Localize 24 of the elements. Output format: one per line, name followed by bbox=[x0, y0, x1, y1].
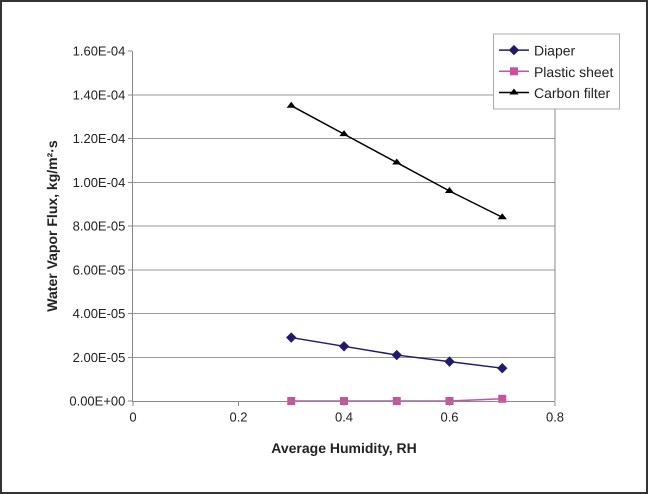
y-tick-label: 1.60E-04 bbox=[72, 44, 126, 59]
x-axis-title: Average Humidity, RH bbox=[271, 440, 417, 456]
x-tick-label: 0.2 bbox=[229, 410, 248, 425]
legend-label: Diaper bbox=[534, 42, 576, 59]
legend-label: Carbon filter bbox=[534, 84, 611, 101]
y-tick-label: 6.00E-05 bbox=[72, 262, 126, 278]
x-tick-label: 0.6 bbox=[440, 410, 459, 425]
point bbox=[286, 332, 296, 343]
x-tick-label: 0.8 bbox=[546, 410, 564, 425]
x-tick-label: 0 bbox=[129, 410, 137, 425]
y-tick-label: 2.00E-05 bbox=[72, 350, 126, 365]
legend-label: Plastic sheet bbox=[534, 64, 614, 80]
y-tick-label: 1.20E-04 bbox=[72, 131, 126, 146]
y-tick-label: 0.00E+00 bbox=[69, 394, 126, 409]
point bbox=[338, 341, 350, 352]
y-tick-label: 1.00E-04 bbox=[72, 174, 126, 190]
x-tick-label: 0.4 bbox=[334, 410, 354, 425]
point bbox=[444, 356, 455, 367]
y-axis-title: Water Vapor Flux, kg/m²·s bbox=[44, 140, 60, 312]
y-tick-label: 1.40E-04 bbox=[72, 87, 126, 102]
y-tick-label: 4.00E-05 bbox=[72, 306, 126, 322]
y-tick-label: 8.00E-05 bbox=[72, 218, 126, 234]
point bbox=[392, 350, 402, 360]
point bbox=[497, 362, 508, 374]
